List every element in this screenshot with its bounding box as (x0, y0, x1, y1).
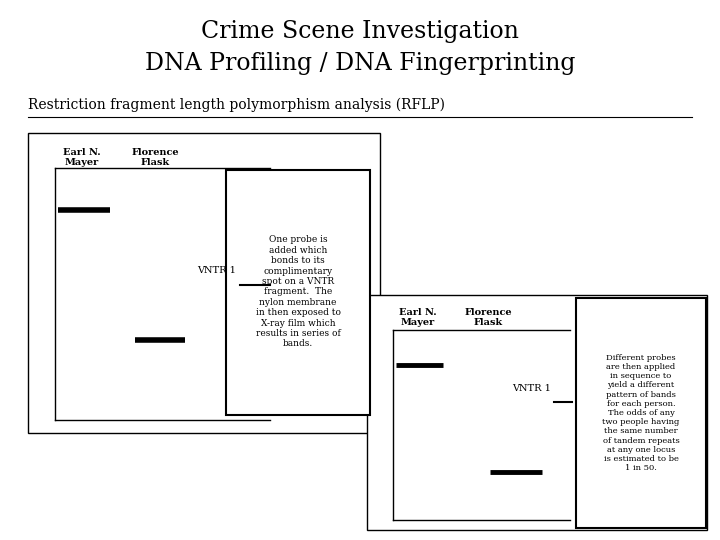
Text: One probe is
added which
bonds to its
complimentary
spot on a VNTR
fragment.  Th: One probe is added which bonds to its co… (256, 235, 341, 348)
Text: DNA Profiling / DNA Fingerprinting: DNA Profiling / DNA Fingerprinting (145, 52, 575, 75)
Text: VNTR 1: VNTR 1 (512, 384, 551, 393)
Text: Florence
Flask: Florence Flask (131, 148, 179, 167)
Text: Different probes
are then applied
in sequence to
yield a different
pattern of ba: Different probes are then applied in seq… (603, 354, 680, 472)
Bar (576, 298, 706, 528)
Bar (367, 295, 707, 530)
Bar (28, 133, 380, 433)
Text: VNTR 1: VNTR 1 (197, 266, 236, 275)
Text: Earl N.
Mayer: Earl N. Mayer (399, 308, 437, 327)
Text: Restriction fragment length polymorphism analysis (RFLP): Restriction fragment length polymorphism… (28, 98, 445, 112)
Text: Crime Scene Investigation: Crime Scene Investigation (201, 20, 519, 43)
Bar (226, 170, 370, 415)
Text: Florence
Flask: Florence Flask (464, 308, 512, 327)
Text: Earl N.
Mayer: Earl N. Mayer (63, 148, 101, 167)
